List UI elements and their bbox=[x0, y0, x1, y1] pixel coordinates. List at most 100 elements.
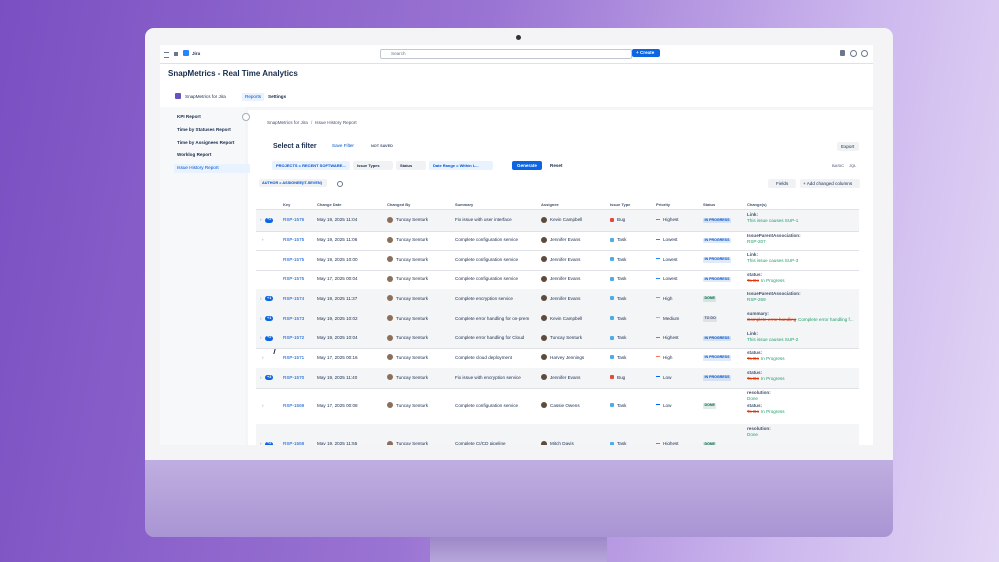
issue-type-icon bbox=[610, 335, 614, 340]
changed-by: Tuncay Senturk bbox=[396, 276, 429, 282]
issue-key[interactable]: RSP-1575 bbox=[283, 276, 305, 282]
collapse-button[interactable] bbox=[242, 113, 250, 121]
chip-label[interactable]: AUTHOR = ASSIGNEE(IT-SEVEN) bbox=[262, 180, 322, 185]
summary: Complete configuration service bbox=[455, 402, 519, 408]
issue-key[interactable]: RSP-1575 bbox=[283, 256, 305, 262]
export-label[interactable]: Export bbox=[841, 143, 855, 149]
change-count-badge: +2 bbox=[265, 335, 274, 341]
change-new: In Progress bbox=[761, 409, 785, 414]
filter-control[interactable] bbox=[429, 161, 493, 170]
priority: High bbox=[663, 354, 673, 360]
breadcrumb-item[interactable]: SnapMetrics for Jira bbox=[267, 120, 308, 125]
issue-type: Task bbox=[617, 295, 627, 301]
fields-button[interactable] bbox=[768, 179, 796, 188]
create-button[interactable] bbox=[632, 49, 660, 57]
generate-label[interactable]: Generate bbox=[517, 162, 537, 168]
avatar bbox=[541, 275, 547, 282]
mode-toggle[interactable]: BASIC bbox=[832, 162, 845, 168]
status-lozenge: IN PROGRESS bbox=[703, 276, 731, 283]
filter-control-label[interactable]: Status bbox=[400, 162, 413, 168]
reset-label[interactable]: Reset bbox=[550, 162, 563, 168]
filter-title[interactable]: Select a filter bbox=[273, 142, 317, 150]
column-header[interactable]: Change Date bbox=[317, 202, 342, 207]
column-header[interactable]: Changed By bbox=[387, 202, 411, 207]
export-button[interactable] bbox=[837, 142, 859, 151]
filter-control-label[interactable]: PROJECTS = RECENT SOFTWARE... bbox=[276, 162, 346, 168]
tab[interactable]: Reports bbox=[242, 93, 265, 101]
apps-icon bbox=[174, 52, 178, 56]
summary: Complete configuration service bbox=[455, 256, 519, 262]
status-lozenge: IN PROGRESS bbox=[703, 355, 731, 361]
mode-toggle[interactable]: JQL bbox=[849, 162, 857, 168]
issue-key[interactable]: RSP-1568 bbox=[283, 441, 305, 445]
issue-key[interactable]: RSP-1574 bbox=[283, 295, 305, 301]
change-old: To Do bbox=[747, 278, 759, 283]
search-box[interactable] bbox=[380, 49, 632, 59]
column-header[interactable]: Status bbox=[703, 202, 716, 207]
sidebar-item[interactable]: KPI Report bbox=[177, 114, 201, 119]
avatar bbox=[387, 374, 393, 381]
filter-control-label[interactable]: Issue Types bbox=[357, 162, 380, 168]
expand-toggle[interactable]: › bbox=[260, 335, 262, 341]
add-columns-button[interactable] bbox=[800, 179, 860, 188]
breadcrumb-item[interactable]: Issue History Report bbox=[315, 120, 357, 125]
sidebar-item[interactable]: Worklog Report bbox=[177, 152, 212, 158]
expand-toggle[interactable]: › bbox=[260, 295, 262, 301]
filter-control-label[interactable]: Date Range = Within L... bbox=[433, 162, 479, 168]
avatar bbox=[541, 315, 547, 322]
expand-toggle[interactable]: › bbox=[262, 402, 264, 408]
chip[interactable] bbox=[259, 179, 327, 187]
issue-type-icon bbox=[610, 257, 614, 262]
sidebar-item[interactable]: Time by Statuses Report bbox=[177, 126, 231, 132]
summary: Complete configuration service bbox=[455, 276, 519, 282]
create-label[interactable]: + Create bbox=[636, 50, 655, 56]
avatar bbox=[541, 216, 547, 223]
change-new: This issue causes SUP-2 bbox=[747, 337, 799, 342]
change-date: May 19, 2025 11:04 bbox=[317, 217, 358, 223]
avatar bbox=[541, 334, 547, 341]
filter-control[interactable] bbox=[353, 161, 393, 170]
issue-key[interactable]: RSP-1571 bbox=[283, 354, 305, 360]
expand-toggle[interactable]: › bbox=[260, 217, 262, 223]
filter-control[interactable] bbox=[272, 161, 350, 170]
change-field: Link: bbox=[747, 252, 758, 257]
expand-toggle[interactable]: › bbox=[262, 237, 264, 243]
expand-toggle[interactable]: › bbox=[262, 354, 264, 360]
filter-control[interactable] bbox=[396, 161, 426, 170]
avatar bbox=[387, 275, 393, 282]
change-date: May 19, 2025 10:02 bbox=[317, 315, 358, 321]
column-header[interactable]: Summary bbox=[455, 202, 474, 207]
column-header[interactable]: Key bbox=[283, 202, 291, 207]
fields-label[interactable]: Fields bbox=[776, 180, 789, 186]
column-header[interactable]: Change(s) bbox=[747, 202, 767, 207]
save-filter[interactable]: Save Filter bbox=[332, 143, 354, 148]
issue-key[interactable]: RSP-1573 bbox=[283, 315, 305, 321]
expand-toggle[interactable]: › bbox=[260, 315, 262, 321]
expand-toggle[interactable]: › bbox=[260, 441, 262, 445]
change-field: summary: bbox=[747, 311, 769, 316]
change-old: Complete error handling bbox=[747, 317, 797, 322]
issue-key[interactable]: RSP-1569 bbox=[283, 402, 305, 408]
column-header[interactable]: Issue Type bbox=[610, 202, 631, 207]
change-date: May 19, 2025 11:40 bbox=[317, 374, 358, 380]
issue-key[interactable]: RSP-1576 bbox=[283, 217, 305, 223]
issue-key[interactable]: RSP-1575 bbox=[283, 237, 305, 243]
add-columns-label[interactable]: + Add changed columns bbox=[803, 180, 853, 186]
assignee: Harvey Jennings bbox=[550, 354, 585, 360]
table-row bbox=[256, 329, 859, 349]
issue-key[interactable]: RSP-1572 bbox=[283, 335, 305, 341]
assignee: Jennifer Evans bbox=[550, 374, 581, 380]
assignee: Jennifer Evans bbox=[550, 237, 581, 243]
column-header[interactable]: Priority bbox=[656, 202, 671, 207]
tab[interactable]: Settings bbox=[268, 93, 287, 99]
sidebar-item[interactable]: Issue History Report bbox=[174, 164, 250, 173]
expand-toggle[interactable]: › bbox=[260, 374, 262, 380]
sidebar-item[interactable]: Time by Assignees Report bbox=[177, 139, 235, 145]
generate-button[interactable] bbox=[512, 161, 542, 170]
issue-type: Task bbox=[617, 335, 627, 341]
issue-key[interactable]: RSP-1570 bbox=[283, 374, 305, 380]
change-field: resolution: bbox=[747, 426, 771, 431]
column-header[interactable]: Assignee bbox=[541, 202, 559, 207]
summary: Fix issue with encryption service bbox=[455, 374, 521, 380]
